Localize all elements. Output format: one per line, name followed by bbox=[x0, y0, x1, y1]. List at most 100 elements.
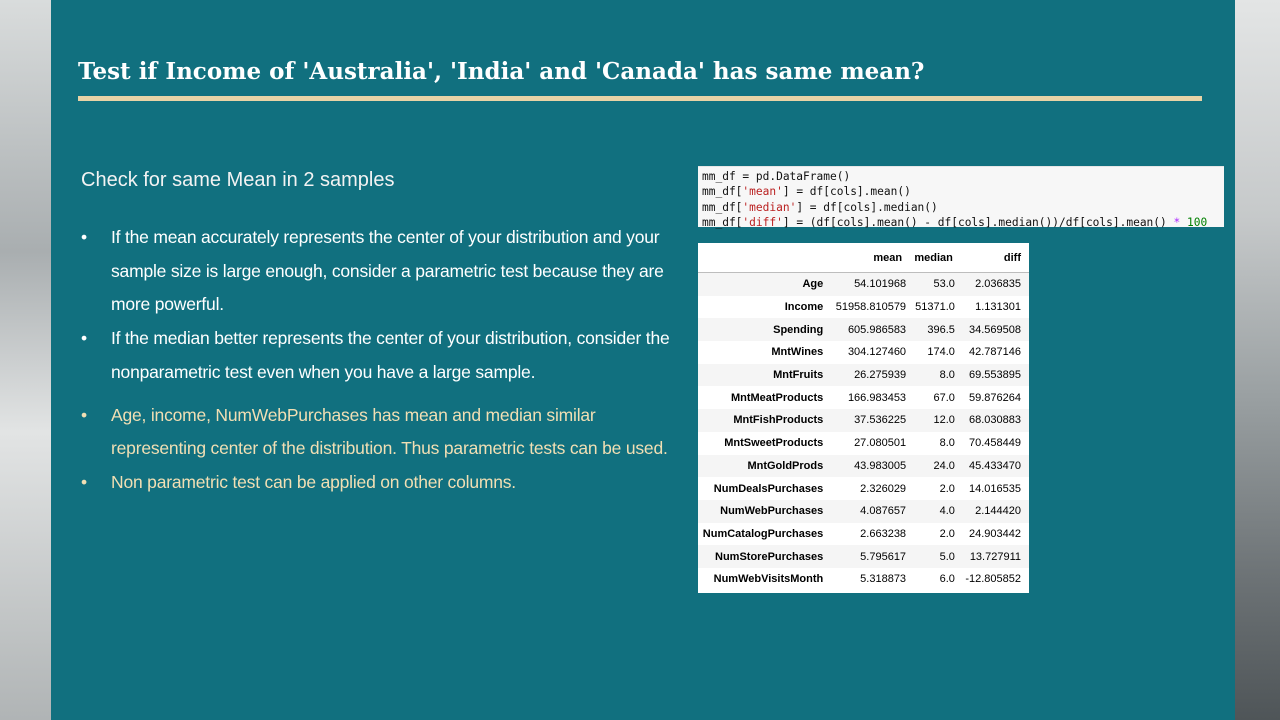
code-token: ] = df[cols].median() bbox=[796, 200, 938, 214]
slide-subtitle: Check for same Mean in 2 samples bbox=[81, 169, 395, 191]
table-cell: 12.0 bbox=[933, 414, 955, 427]
row-label: NumWebPurchases bbox=[720, 505, 824, 518]
table-row: NumDealsPurchases 2.326029 2.0 14.016535 bbox=[698, 477, 1029, 500]
row-label: MntFruits bbox=[773, 369, 824, 382]
bullet-marker: • bbox=[81, 227, 87, 247]
row-label: MntFishProducts bbox=[733, 414, 824, 427]
header-cell: median bbox=[910, 243, 961, 273]
table-row: Spending 605.986583 396.5 34.569508 bbox=[698, 318, 1029, 342]
row-label: Age bbox=[802, 278, 824, 291]
table-row: MntFishProducts 37.536225 12.0 68.030883 bbox=[698, 409, 1029, 432]
table-cell: 59.876264 bbox=[969, 391, 1021, 404]
table-cell: 605.986583 bbox=[847, 323, 907, 336]
table-row: NumWebVisitsMonth 5.318873 6.0 -12.805852 bbox=[698, 567, 1029, 591]
table-cell: 8.0 bbox=[939, 437, 955, 450]
table-cell: 51371.0 bbox=[915, 301, 955, 314]
slide-title: Test if Income of 'Australia', 'India' a… bbox=[78, 58, 925, 85]
background-photo-right bbox=[1234, 0, 1280, 720]
code-line: mm_df['diff'] = (df[cols].mean() - df[co… bbox=[702, 215, 1224, 230]
table-cell: 45.433470 bbox=[969, 459, 1021, 472]
table-cell: 42.787146 bbox=[969, 346, 1021, 359]
code-line: mm_df['mean'] = df[cols].mean() bbox=[702, 184, 1224, 199]
table-row: MntMeatProducts 166.983453 67.0 59.876264 bbox=[698, 386, 1029, 410]
row-label: NumDealsPurchases bbox=[713, 482, 824, 495]
row-label: NumCatalogPurchases bbox=[702, 527, 824, 540]
table-cell: 2.0 bbox=[939, 527, 955, 540]
table-cell: 174.0 bbox=[927, 346, 955, 359]
table-body: Age 54.101968 53.0 2.036835 Income 51958.8105… bbox=[698, 272, 1029, 591]
table-row: NumCatalogPurchases 2.663238 2.0 24.903442 bbox=[698, 522, 1029, 546]
title-underline bbox=[78, 96, 1202, 101]
dataframe-output: mean median diff Age 54.101968 53.0 2.03683… bbox=[698, 243, 1029, 593]
code-token: mm_df[ bbox=[702, 200, 743, 214]
table-row: NumStorePurchases 5.795617 5.0 13.727911 bbox=[698, 545, 1029, 568]
bullet-item: • If the median better represents the ce… bbox=[81, 322, 691, 389]
table-row: MntWines 304.127460 174.0 42.787146 bbox=[698, 341, 1029, 364]
table-cell: 2.0 bbox=[939, 482, 955, 495]
table-cell: 53.0 bbox=[933, 278, 955, 291]
code-token: mm_df[ bbox=[702, 215, 743, 229]
code-token: mm_df[ bbox=[702, 185, 743, 199]
code-cell: mm_df = pd.DataFrame() mm_df['mean'] = d… bbox=[698, 166, 1224, 230]
row-label: Income bbox=[784, 301, 824, 314]
table-cell: 2.036835 bbox=[975, 278, 1021, 291]
stats-table: mean median diff Age 54.101968 53.0 2.03683… bbox=[698, 243, 1029, 591]
code-number: 100 bbox=[1187, 215, 1208, 229]
table-cell: 69.553895 bbox=[969, 369, 1021, 382]
table-cell: 166.983453 bbox=[847, 391, 907, 404]
code-string: 'median' bbox=[742, 200, 797, 214]
code-token: ] = df[cols].mean() bbox=[782, 185, 911, 199]
code-token: ] = (df[cols].mean() - df[cols].median()… bbox=[782, 215, 1174, 229]
table-cell: 5.318873 bbox=[860, 573, 907, 586]
bullet-marker: • bbox=[81, 404, 87, 425]
row-label: MntGoldProds bbox=[747, 459, 824, 472]
table-cell: 27.080501 bbox=[854, 437, 907, 450]
table-cell: 8.0 bbox=[939, 369, 955, 382]
table-cell: 5.795617 bbox=[860, 550, 907, 563]
code-token bbox=[1180, 216, 1187, 229]
background-photo-left bbox=[0, 0, 52, 720]
table-cell: 4.087657 bbox=[860, 505, 907, 518]
row-label: MntSweetProducts bbox=[724, 437, 824, 450]
table-row: MntGoldProds 43.983005 24.0 45.433470 bbox=[698, 454, 1029, 478]
bullet-text: Age, income, NumWebPurchases has mean an… bbox=[111, 404, 668, 459]
bullet-text: Non parametric test can be applied on ot… bbox=[111, 471, 516, 492]
row-label: Spending bbox=[773, 323, 824, 336]
bullet-item: • Age, income, NumWebPurchases has mean … bbox=[81, 399, 691, 466]
slide-panel: Test if Income of 'Australia', 'India' a… bbox=[51, 0, 1235, 720]
table-cell: 396.5 bbox=[927, 323, 955, 336]
table-row: MntFruits 26.275939 8.0 69.553895 bbox=[698, 363, 1029, 387]
bullet-text: If the mean accurately represents the ce… bbox=[111, 227, 664, 315]
header-cell: diff bbox=[960, 243, 1029, 273]
table-cell: 68.030883 bbox=[969, 414, 1021, 427]
code-operator: * bbox=[1173, 215, 1181, 229]
table-cell: 34.569508 bbox=[969, 323, 1021, 336]
table-cell: 14.016535 bbox=[969, 482, 1021, 495]
table-cell: 2.326029 bbox=[860, 482, 907, 495]
bullet-marker: • bbox=[81, 328, 87, 349]
table-cell: 54.101968 bbox=[854, 278, 907, 291]
row-label: NumStorePurchases bbox=[715, 550, 824, 563]
code-line: mm_df['median'] = df[cols].median() bbox=[702, 200, 1224, 215]
header-cell bbox=[698, 243, 832, 273]
table-cell: 5.0 bbox=[939, 550, 955, 563]
table-cell: 1.131301 bbox=[975, 301, 1021, 314]
table-row: NumWebPurchases 4.087657 4.0 2.144420 bbox=[698, 499, 1029, 523]
table-row: MntSweetProducts 27.080501 8.0 70.458449 bbox=[698, 431, 1029, 455]
table-header-row: mean median diff bbox=[698, 243, 1029, 273]
row-label: NumWebVisitsMonth bbox=[713, 573, 824, 586]
row-label: MntMeatProducts bbox=[730, 391, 824, 404]
table-cell: 37.536225 bbox=[854, 414, 907, 427]
table-cell: 24.0 bbox=[933, 459, 955, 472]
table-cell: 70.458449 bbox=[969, 437, 1021, 450]
table-cell: 13.727911 bbox=[969, 550, 1021, 563]
table-cell: 26.275939 bbox=[854, 369, 907, 382]
bullet-marker: • bbox=[81, 471, 87, 492]
bullet-item: • Non parametric test can be applied on … bbox=[81, 466, 691, 500]
code-line: mm_df = pd.DataFrame() bbox=[702, 169, 1224, 184]
bullet-text: If the median better represents the cent… bbox=[111, 328, 670, 382]
table-cell: 4.0 bbox=[939, 505, 955, 518]
row-label: MntWines bbox=[771, 346, 824, 359]
table-cell: 24.903442 bbox=[969, 527, 1021, 540]
table-cell: 43.983005 bbox=[854, 459, 907, 472]
